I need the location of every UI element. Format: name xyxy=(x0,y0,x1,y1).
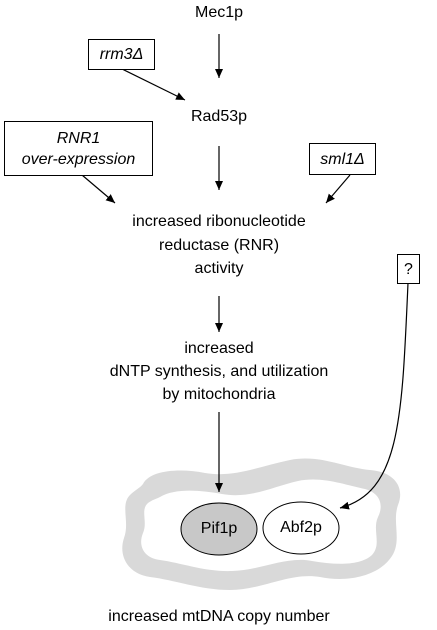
sml1-label: sml1Δ xyxy=(320,150,365,168)
rrm3-deletion-box: rrm3Δ xyxy=(88,39,155,70)
unknown-factor-box: ? xyxy=(397,254,420,284)
arrow-question-abf2p xyxy=(339,282,409,510)
rnr-activity-line1: increased ribonucleotide xyxy=(132,213,306,230)
sml1-deletion-box: sml1Δ xyxy=(309,143,376,175)
rnr1-overexpression-box: RNR1 over-expression xyxy=(4,121,153,176)
abf2p-label: Abf2p xyxy=(280,519,322,536)
rrm3-label: rrm3Δ xyxy=(99,46,144,63)
arrow-sml1-rnr xyxy=(325,174,351,204)
rad53p-label: Rad53p xyxy=(190,108,248,125)
question-label: ? xyxy=(404,260,413,278)
rnr1-label-line1: RNR1 xyxy=(56,129,101,147)
dntp-line2: dNTP synthesis, and utilization xyxy=(109,363,329,380)
result-label: increased mtDNA copy number xyxy=(108,608,330,625)
rnr1-label-line2: over-expression xyxy=(21,150,136,168)
dntp-line1: increased xyxy=(184,340,254,357)
rnr-activity-line2: reductase (RNR) xyxy=(158,237,280,254)
pif1p-label: Pif1p xyxy=(200,520,238,537)
pif1p-oval xyxy=(180,502,258,556)
mec1p-label: Mec1p xyxy=(194,4,244,21)
abf2p-oval xyxy=(262,501,340,555)
arrow-rnr1-rnr xyxy=(81,174,116,204)
rnr-activity-line3: activity xyxy=(194,260,244,277)
mitochondrion-inner xyxy=(141,479,381,572)
arrow-rrm3-rad53p xyxy=(121,68,186,101)
dntp-line3: by mitochondria xyxy=(162,386,276,403)
